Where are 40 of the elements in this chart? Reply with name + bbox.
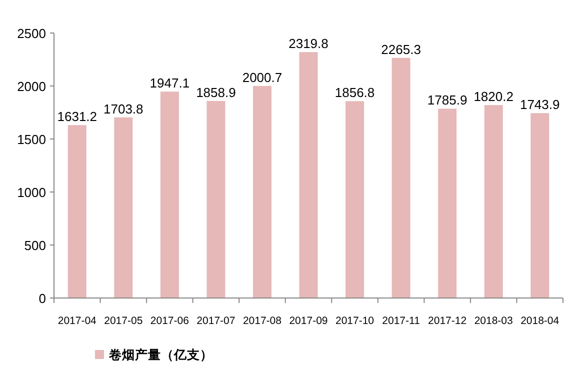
bar [160, 92, 179, 298]
x-tick-label: 2017-07 [196, 315, 236, 327]
y-tick-label: 1000 [17, 185, 46, 200]
bar [299, 52, 318, 298]
x-tick-label: 2018-04 [520, 315, 560, 327]
data-label: 1743.9 [520, 97, 560, 112]
bar [484, 105, 503, 298]
x-tick-label: 2017-12 [428, 315, 467, 327]
data-label: 1820.2 [474, 89, 514, 104]
data-label: 2265.3 [381, 42, 421, 57]
bar [438, 108, 457, 298]
y-tick-label: 500 [24, 238, 46, 253]
data-label: 2319.8 [288, 36, 328, 52]
data-label: 1856.8 [334, 85, 375, 100]
x-tick-label: 2017-09 [289, 315, 328, 327]
x-tick-label: 2017-11 [382, 315, 420, 327]
x-tick-label: 2017-10 [336, 315, 374, 327]
bar [206, 100, 226, 298]
y-tick-label: 2000 [17, 79, 46, 94]
data-label: 1947.1 [150, 76, 190, 91]
y-tick-label: 2500 [17, 26, 46, 41]
x-tick-label: 2017-08 [242, 315, 282, 327]
x-tick-label: 2017-04 [58, 315, 97, 327]
data-label: 1858.9 [196, 84, 236, 100]
data-label: 1785.9 [427, 92, 468, 108]
bar [346, 101, 364, 298]
legend-label: 卷烟产量（亿支） [108, 347, 213, 362]
bar [68, 125, 86, 298]
y-tick-label: 0 [38, 291, 46, 306]
x-tick-label: 2017-05 [104, 315, 143, 327]
x-tick-label: 2017-06 [150, 315, 190, 327]
data-label: 1703.8 [104, 101, 144, 116]
data-label: 1631.2 [57, 109, 98, 124]
bar [392, 58, 410, 298]
bar [530, 113, 550, 298]
x-tick-label: 2018-03 [474, 315, 514, 327]
bar [252, 86, 272, 298]
data-label: 2000.7 [242, 70, 282, 85]
bar [114, 117, 133, 298]
y-tick-label: 1500 [17, 132, 46, 147]
